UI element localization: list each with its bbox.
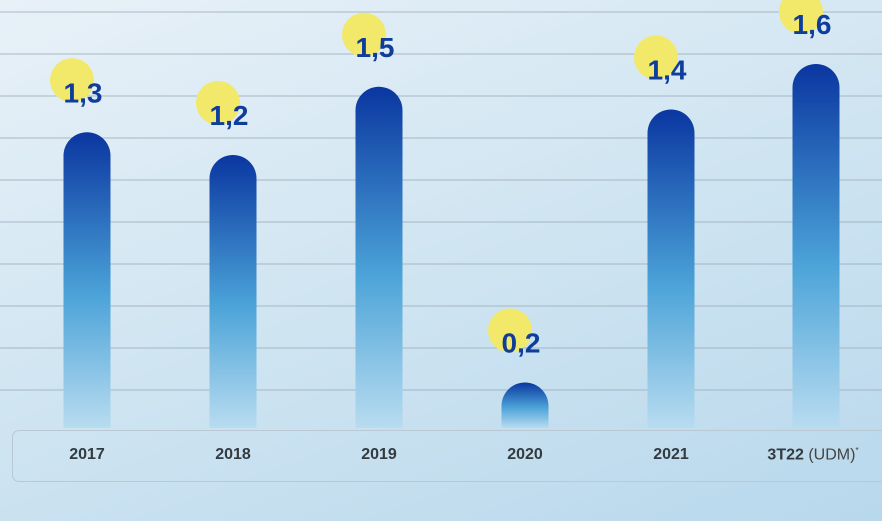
x-tick-label-main: 2018 — [215, 446, 251, 463]
x-tick-label-footnote: * — [855, 446, 859, 455]
data-label: 0,2 — [502, 328, 541, 359]
x-tick-label-main: 2017 — [69, 446, 105, 463]
x-tick-label-main: 3T22 — [767, 446, 804, 464]
data-label-dot — [779, 0, 823, 34]
data-label: 1,3 — [64, 77, 103, 108]
bar — [501, 382, 549, 428]
bar — [63, 132, 111, 428]
data-label-dot — [50, 58, 94, 103]
data-label: 1,5 — [356, 32, 395, 63]
x-tick-label: 2017 — [22, 446, 152, 464]
x-tick-label-main: 2021 — [653, 446, 689, 463]
data-label: 1,6 — [793, 9, 832, 40]
x-tick-label: 2019 — [314, 446, 444, 464]
x-tick-label: 2020 — [460, 446, 590, 464]
x-axis-box — [12, 430, 882, 482]
bars — [63, 63, 840, 428]
gridlines — [0, 11, 882, 391]
x-tick-label-main: 2019 — [361, 446, 397, 463]
x-tick-label: 2018 — [168, 446, 298, 464]
data-label-dot — [342, 12, 386, 57]
data-label-dot — [488, 308, 532, 353]
x-tick-label: 2021 — [606, 446, 736, 464]
bar — [647, 109, 695, 428]
bar — [355, 86, 403, 428]
bar — [792, 63, 840, 428]
x-tick-label-suffix: (UDM) — [803, 446, 856, 464]
x-tick-label: 3T22 (UDM)* — [748, 446, 878, 464]
data-label: 1,4 — [648, 55, 687, 86]
data-label-dot — [196, 81, 240, 125]
data-labels: 1,3 1,2 1,5 0,2 1,4 1,6 — [50, 0, 831, 359]
x-tick-label-main: 2020 — [507, 446, 543, 463]
data-label-dot — [634, 35, 678, 80]
bar — [209, 155, 257, 428]
data-label: 1,2 — [210, 100, 249, 131]
